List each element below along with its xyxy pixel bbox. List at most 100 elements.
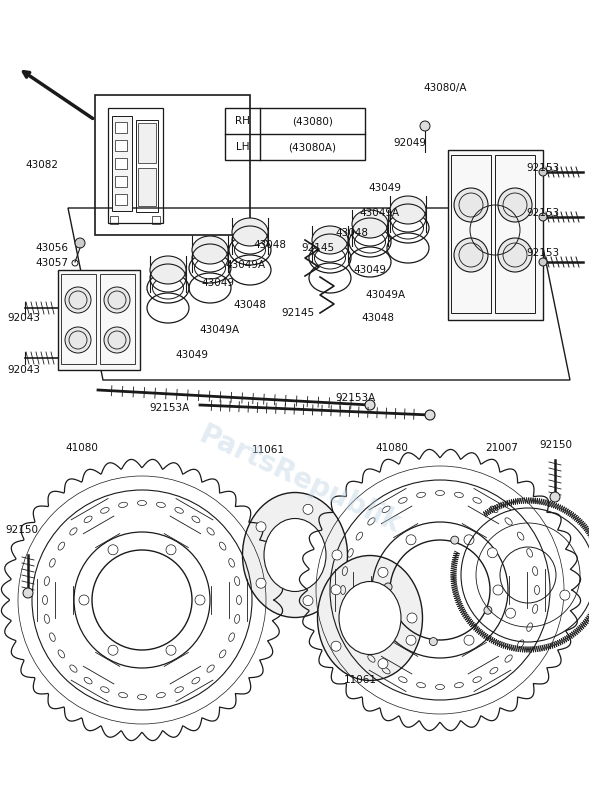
Bar [61,274,96,364]
Circle shape [464,535,474,545]
Text: 92145: 92145 [282,308,315,318]
Bar [451,155,491,313]
Circle shape [332,550,342,560]
Bar [115,122,127,133]
Text: 41080: 41080 [376,443,408,453]
Circle shape [331,642,341,651]
Circle shape [420,121,430,131]
Circle shape [487,548,497,558]
Text: 43049: 43049 [353,265,386,275]
Circle shape [108,545,118,555]
Bar [95,95,250,235]
Text: 92153: 92153 [527,248,560,258]
Circle shape [195,595,205,605]
Bar [136,120,158,212]
Circle shape [256,522,266,532]
Circle shape [384,583,392,591]
Bar [138,168,156,206]
Bar [115,176,127,187]
Circle shape [166,545,176,555]
Circle shape [303,504,313,515]
Circle shape [377,585,387,595]
Text: 92153A: 92153A [150,403,190,413]
Circle shape [429,638,437,646]
Circle shape [464,635,474,646]
Text: 11061: 11061 [252,445,284,455]
Circle shape [75,238,85,248]
Text: 43049A: 43049A [225,260,265,270]
Text: 92043: 92043 [8,365,41,375]
Circle shape [378,658,388,669]
Circle shape [104,287,130,313]
Circle shape [498,238,532,272]
Bar [138,123,156,163]
Text: 92043: 92043 [8,313,41,323]
Text: 43048: 43048 [362,313,395,323]
Bar [112,116,132,211]
Bar [495,155,535,313]
Ellipse shape [390,196,426,224]
Circle shape [425,410,435,420]
Circle shape [65,327,91,353]
Text: 43080/A: 43080/A [423,83,466,93]
Circle shape [65,287,91,313]
Text: 41080: 41080 [65,443,98,453]
Text: 43049A: 43049A [365,290,405,300]
Bar [100,274,135,364]
Circle shape [451,536,459,544]
Bar [108,108,163,223]
Circle shape [539,168,547,176]
Circle shape [406,535,416,545]
Ellipse shape [317,555,422,681]
Bar [110,216,118,224]
Ellipse shape [232,218,268,246]
Bar [225,108,365,160]
Text: 92153: 92153 [527,208,560,218]
Circle shape [23,588,33,598]
Ellipse shape [192,236,228,264]
Text: 43082: 43082 [25,160,58,170]
Bar [152,216,160,224]
Text: 11061: 11061 [343,675,376,685]
Ellipse shape [243,492,348,618]
Circle shape [378,567,388,578]
Text: 92150: 92150 [540,440,573,450]
Ellipse shape [352,210,388,238]
Circle shape [104,327,130,353]
Circle shape [79,595,89,605]
Text: LH: LH [236,142,249,152]
Text: 43049A: 43049A [200,325,240,335]
Bar [115,140,127,151]
Text: 43048: 43048 [253,240,286,250]
Text: 92150: 92150 [5,525,38,535]
Bar [448,150,543,320]
Text: 43049: 43049 [176,350,209,360]
Text: 92153: 92153 [527,163,560,173]
Circle shape [256,578,266,588]
Ellipse shape [150,256,186,284]
Ellipse shape [264,519,326,591]
Circle shape [365,400,375,410]
Text: 43049: 43049 [369,183,402,193]
Circle shape [493,585,503,595]
Circle shape [331,585,341,594]
Bar [115,194,127,205]
Ellipse shape [312,226,348,254]
Text: 43049: 43049 [201,278,234,288]
Text: 21007: 21007 [485,443,518,453]
Circle shape [166,646,176,655]
Circle shape [539,258,547,266]
Text: PartsRepublik: PartsRepublik [195,421,405,539]
Circle shape [108,646,118,655]
Text: RH: RH [235,116,250,126]
Text: 43048: 43048 [336,228,369,238]
Bar [115,158,127,169]
Circle shape [454,238,488,272]
Circle shape [505,608,515,618]
Circle shape [498,188,532,222]
Text: 43057: 43057 [35,258,68,268]
Text: (43080A): (43080A) [289,142,336,152]
Circle shape [550,492,560,502]
Text: 92153A: 92153A [336,393,376,403]
Text: (43080): (43080) [292,116,333,126]
